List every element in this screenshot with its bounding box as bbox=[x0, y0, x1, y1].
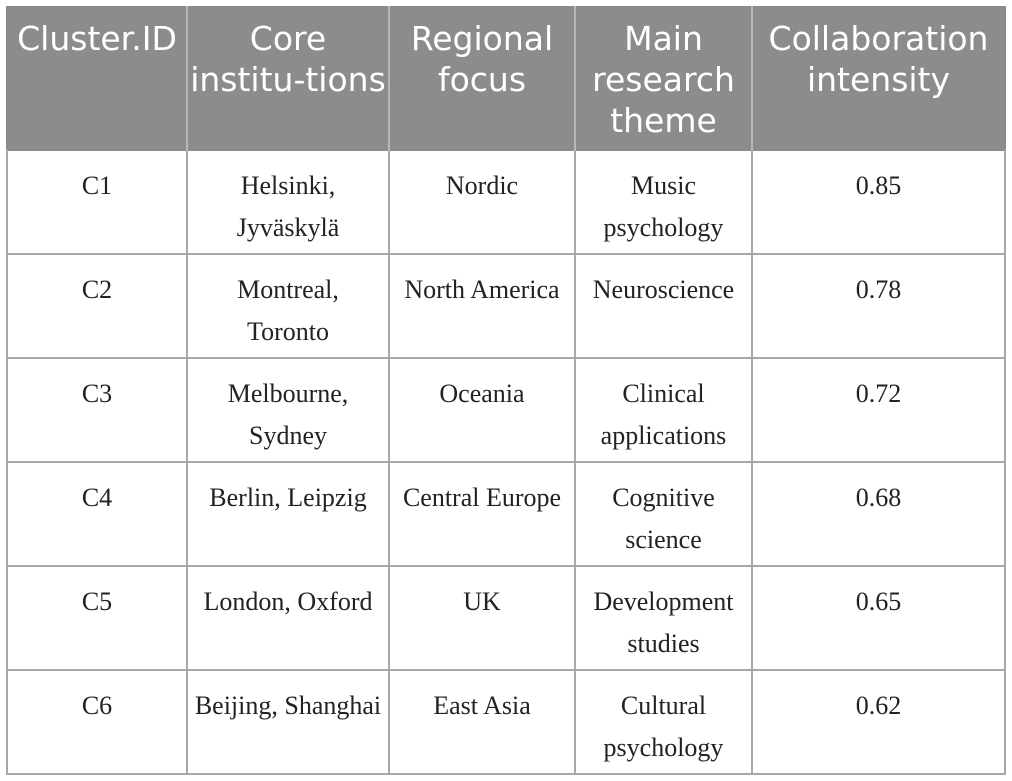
header-row: Cluster.ID Core institu-tions Regional f… bbox=[7, 7, 1005, 150]
header-cluster-id: Cluster.ID bbox=[7, 7, 188, 150]
cell-collaboration-intensity: 0.85 bbox=[751, 149, 1006, 255]
table-row: C3 Melbourne, Sydney Oceania Clinical ap… bbox=[6, 357, 1006, 463]
table-body: C1 Helsinki, Jyväskylä Nordic Music psyc… bbox=[6, 149, 1006, 775]
cell-research-theme: Neuroscience bbox=[574, 253, 753, 359]
cell-core-institutions: Helsinki, Jyväskylä bbox=[186, 149, 390, 255]
cell-regional-focus: North America bbox=[388, 253, 576, 359]
header-regional-focus: Regional focus bbox=[388, 7, 576, 150]
table-row: C2 Montreal, Toronto North America Neuro… bbox=[6, 253, 1006, 359]
cell-core-institutions: Montreal, Toronto bbox=[186, 253, 390, 359]
cell-cluster-id: C6 bbox=[6, 669, 188, 775]
cell-cluster-id: C1 bbox=[6, 149, 188, 255]
cell-research-theme: Cognitive science bbox=[574, 461, 753, 567]
header-core-institutions: Core institu-tions bbox=[186, 7, 390, 150]
table-row: C1 Helsinki, Jyväskylä Nordic Music psyc… bbox=[6, 149, 1006, 255]
cell-cluster-id: C5 bbox=[6, 565, 188, 671]
cluster-table: Cluster.ID Core institu-tions Regional f… bbox=[6, 6, 1006, 775]
cell-research-theme: Cultural psychology bbox=[574, 669, 753, 775]
header-main-research-theme: Main research theme bbox=[574, 7, 753, 150]
cell-cluster-id: C2 bbox=[6, 253, 188, 359]
cell-collaboration-intensity: 0.72 bbox=[751, 357, 1006, 463]
cell-regional-focus: Central Europe bbox=[388, 461, 576, 567]
cell-regional-focus: Nordic bbox=[388, 149, 576, 255]
table-header: Cluster.ID Core institu-tions Regional f… bbox=[7, 7, 1005, 150]
table-row: C4 Berlin, Leipzig Central Europe Cognit… bbox=[6, 461, 1006, 567]
cell-research-theme: Clinical applications bbox=[574, 357, 753, 463]
cell-core-institutions: Beijing, Shanghai bbox=[186, 669, 390, 775]
cell-collaboration-intensity: 0.68 bbox=[751, 461, 1006, 567]
cell-cluster-id: C4 bbox=[6, 461, 188, 567]
cell-core-institutions: Melbourne, Sydney bbox=[186, 357, 390, 463]
cell-research-theme: Music psychology bbox=[574, 149, 753, 255]
cell-regional-focus: Oceania bbox=[388, 357, 576, 463]
table-row: C6 Beijing, Shanghai East Asia Cultural … bbox=[6, 669, 1006, 775]
cell-cluster-id: C3 bbox=[6, 357, 188, 463]
cell-regional-focus: East Asia bbox=[388, 669, 576, 775]
header-collaboration-intensity: Collaboration intensity bbox=[751, 7, 1005, 150]
cell-collaboration-intensity: 0.65 bbox=[751, 565, 1006, 671]
cell-collaboration-intensity: 0.78 bbox=[751, 253, 1006, 359]
cell-regional-focus: UK bbox=[388, 565, 576, 671]
cell-core-institutions: London, Oxford bbox=[186, 565, 390, 671]
cell-collaboration-intensity: 0.62 bbox=[751, 669, 1006, 775]
cell-core-institutions: Berlin, Leipzig bbox=[186, 461, 390, 567]
table-row: C5 London, Oxford UK Development studies… bbox=[6, 565, 1006, 671]
cell-research-theme: Development studies bbox=[574, 565, 753, 671]
